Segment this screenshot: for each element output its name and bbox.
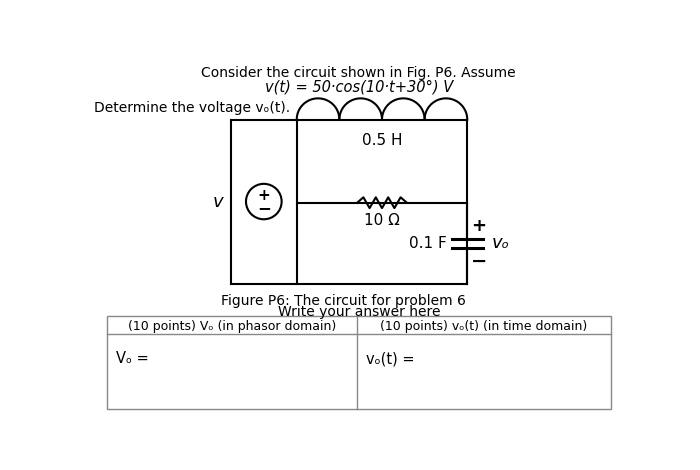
Text: −: −: [257, 199, 271, 218]
Text: Determine the voltage vₒ(t).: Determine the voltage vₒ(t).: [94, 101, 290, 115]
Text: Consider the circuit shown in Fig. P6. Assume: Consider the circuit shown in Fig. P6. A…: [202, 66, 516, 79]
Text: vₒ(t) =: vₒ(t) =: [367, 351, 415, 366]
Text: (10 points) vₒ(t) (in time domain): (10 points) vₒ(t) (in time domain): [380, 320, 587, 333]
Text: 10 Ω: 10 Ω: [364, 213, 400, 228]
Text: Write your answer here: Write your answer here: [277, 305, 440, 319]
Text: 0.5 H: 0.5 H: [362, 133, 402, 149]
Text: 0.1 F: 0.1 F: [410, 235, 447, 251]
Text: (10 points) Vₒ (in phasor domain): (10 points) Vₒ (in phasor domain): [128, 320, 336, 333]
Text: Vₒ =: Vₒ =: [116, 351, 149, 366]
Text: +: +: [258, 188, 270, 203]
Text: v(t) = 50·cos(10·t+30°) V: v(t) = 50·cos(10·t+30°) V: [265, 79, 453, 94]
Text: vₒ: vₒ: [492, 234, 510, 252]
Text: −: −: [470, 252, 487, 271]
Bar: [107, 316, 610, 409]
Text: v: v: [213, 193, 223, 211]
Text: Figure P6: The circuit for problem 6: Figure P6: The circuit for problem 6: [220, 294, 466, 307]
Text: +: +: [471, 217, 486, 235]
